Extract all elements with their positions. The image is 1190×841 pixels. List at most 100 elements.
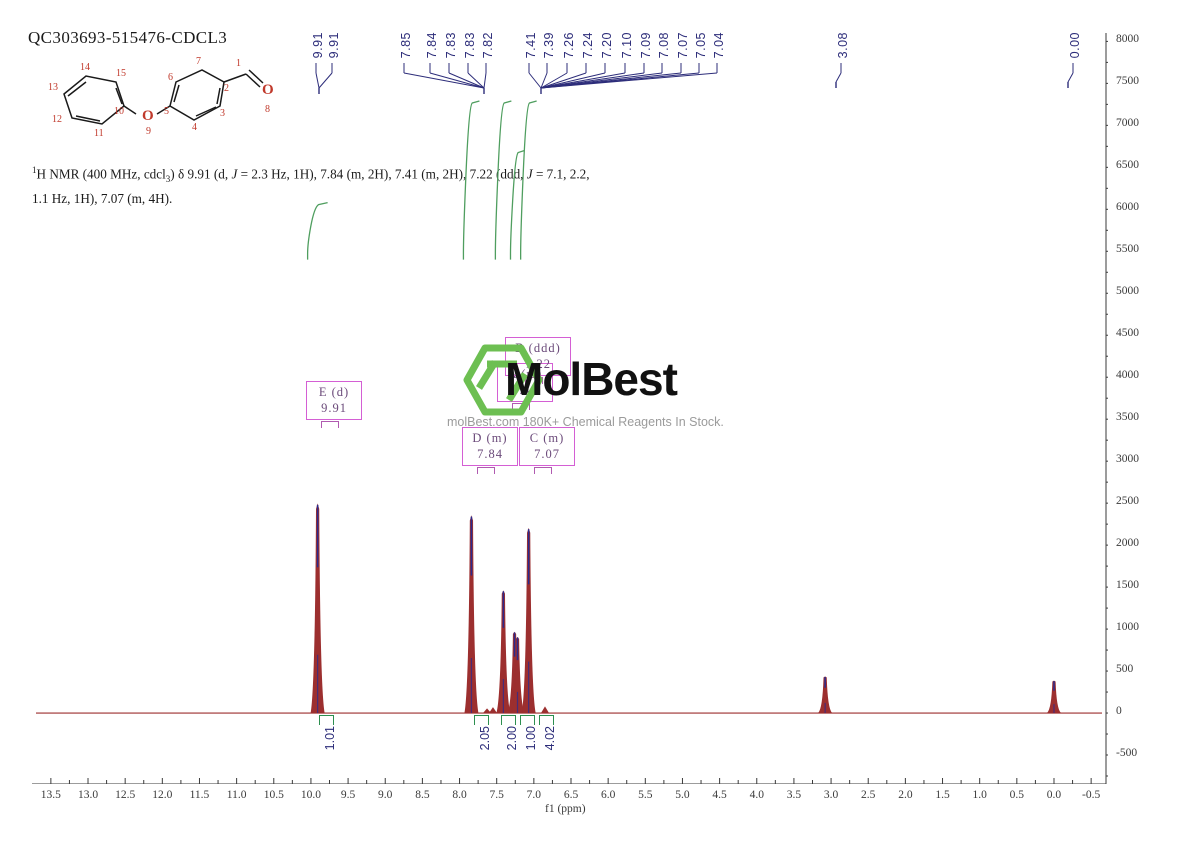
x-axis-tick-label: 12.0 — [152, 789, 173, 801]
multiplet-shift: 7.07 — [534, 447, 560, 461]
multiplet-box-e[interactable]: E (d) 9.91 — [306, 381, 362, 420]
page-title: QC303693-515476-CDCL3 — [28, 28, 228, 47]
multiplet-id-type: E (d) — [318, 385, 350, 399]
x-axis-tick-label: 4.0 — [749, 789, 764, 801]
nmr-solvent-sub: 3 — [165, 174, 171, 185]
x-axis-tick-label: 4.5 — [712, 789, 727, 801]
watermark-brand: MolBest — [505, 353, 678, 405]
x-axis-tick-label: 5.5 — [638, 789, 653, 801]
nmr-spectrum-plot[interactable] — [28, 24, 1108, 784]
structure-index-5: 5 — [164, 106, 169, 117]
x-axis-tick-label: 6.5 — [563, 789, 579, 801]
x-axis-tick-label: 2.0 — [898, 789, 913, 801]
integral-value-label: 1.00 — [524, 726, 538, 751]
y-axis-tick-label: 8000 — [1116, 33, 1139, 46]
nmr-j-symbol-1: J — [231, 166, 238, 182]
structure-index-11: 11 — [94, 128, 104, 139]
structure-index-13: 13 — [48, 82, 58, 93]
multiplet-range-bracket — [321, 421, 339, 428]
x-axis-tick-label: 10.0 — [300, 789, 321, 801]
chemical-structure-diagram: O O 1 2 3 4 5 6 7 8 9 10 11 12 13 14 15 — [48, 56, 274, 139]
multiplet-box-c[interactable]: C (m) 7.07 — [519, 427, 575, 466]
multiplet-id-type: D (m) — [472, 431, 508, 445]
y-axis-tick-label: 6000 — [1116, 201, 1139, 214]
x-axis-tick-label: 0.0 — [1046, 789, 1062, 801]
x-axis-tick-label: 10.5 — [263, 789, 284, 801]
x-axis-tick-label: 3.0 — [823, 789, 839, 801]
integral-curves-group — [306, 100, 537, 260]
y-axis-tick-label: 6500 — [1116, 159, 1139, 172]
y-axis-tick-label: 500 — [1116, 663, 1134, 676]
multiplet-id-type: C (m) — [529, 431, 565, 445]
x-axis-tick-label: 11.5 — [189, 789, 210, 801]
y-axis-tick-label: 5500 — [1116, 243, 1139, 256]
axis-group — [32, 33, 1108, 784]
structure-index-15: 15 — [116, 68, 126, 79]
x-axis-tick-label: 1.0 — [972, 789, 987, 801]
integral-value-label: 1.01 — [323, 726, 337, 751]
nmr-head: H NMR (400 MHz, cdcl — [36, 166, 166, 182]
nmr-body-1: ) δ 9.91 (d, — [170, 166, 232, 182]
multiplet-shift: 7.84 — [477, 447, 503, 461]
x-axis-tick-label: -0.5 — [1082, 789, 1101, 801]
structure-index-9: 9 — [146, 126, 151, 137]
nmr-j-symbol-2: J — [526, 166, 533, 182]
integral-value-label: 2.05 — [478, 726, 492, 751]
x-axis-tick-label: 7.0 — [526, 789, 542, 801]
x-axis-tick-label: 8.0 — [452, 789, 467, 801]
y-axis-tick-label: 3500 — [1116, 411, 1139, 424]
integral-bracket — [474, 715, 489, 725]
y-axis-tick-label: 2500 — [1116, 495, 1139, 508]
structure-index-6: 6 — [168, 72, 173, 83]
structure-index-7: 7 — [196, 56, 201, 67]
integral-value-label: 4.02 — [543, 726, 557, 751]
structure-atom-O8: O — [262, 82, 274, 98]
y-axis-tick-label: 2000 — [1116, 537, 1139, 550]
y-axis-tick-label: 7000 — [1116, 117, 1139, 130]
integral-bracket — [319, 715, 334, 725]
nmr-nucleus: 1 — [32, 165, 37, 175]
x-axis-tick-label: 3.5 — [786, 789, 802, 801]
nmr-body-3: = 7.1, 2.2, — [532, 166, 590, 182]
watermark-tagline: molBest.com 180K+ Chemical Reagents In S… — [447, 415, 724, 429]
y-axis-tick-label: 0 — [1116, 705, 1122, 718]
integral-value-label: 2.00 — [505, 726, 519, 751]
structure-index-2: 2 — [224, 83, 229, 94]
x-axis-tick-label: 1.5 — [935, 789, 950, 801]
nmr-line-2: 1.1 Hz, 1H), 7.07 (m, 4H). — [32, 191, 173, 207]
multiplet-shift: 9.91 — [321, 401, 347, 415]
x-axis-tick-label: 13.5 — [40, 789, 61, 801]
multiplet-range-bracket — [477, 467, 495, 474]
multiplet-range-bracket — [534, 467, 552, 474]
y-axis-tick-label: 4000 — [1116, 369, 1139, 382]
structure-index-1: 1 — [236, 58, 241, 69]
structure-index-4: 4 — [192, 122, 197, 133]
integral-bracket — [501, 715, 516, 725]
x-axis-tick-label: 5.0 — [675, 789, 690, 801]
y-axis-tick-label: 1500 — [1116, 579, 1139, 592]
structure-index-10: 10 — [114, 106, 124, 117]
peak-label-connectors — [315, 63, 1074, 94]
integral-bracket — [520, 715, 535, 725]
structure-index-3: 3 — [220, 108, 225, 119]
multiplet-box-d[interactable]: D (m) 7.84 — [462, 427, 518, 466]
x-axis-tick-label: 9.5 — [340, 789, 356, 801]
structure-index-14: 14 — [80, 62, 90, 73]
y-axis-tick-label: -500 — [1116, 747, 1138, 759]
y-axis-tick-label: 5000 — [1116, 285, 1139, 298]
y-axis-tick-label: 3000 — [1116, 453, 1139, 466]
x-axis-tick-label: 13.0 — [77, 789, 99, 801]
structure-index-8: 8 — [265, 104, 270, 115]
x-axis-title: f1 (ppm) — [545, 803, 586, 815]
x-axis-tick-label: 6.0 — [600, 789, 616, 801]
x-axis-tick-label: 8.5 — [415, 789, 430, 801]
nmr-body-2: = 2.3 Hz, 1H), 7.84 (m, 2H), 7.41 (m, 2H… — [237, 166, 527, 182]
y-axis-tick-label: 7500 — [1116, 75, 1139, 88]
y-axis-tick-label: 1000 — [1116, 621, 1139, 634]
x-axis-tick-label: 2.5 — [861, 789, 876, 801]
x-axis-tick-label: 12.5 — [115, 789, 136, 801]
integral-bracket — [539, 715, 554, 725]
structure-index-12: 12 — [52, 114, 62, 125]
spectrum-trace-group — [36, 503, 1102, 714]
y-axis-tick-label: 4500 — [1116, 327, 1139, 340]
